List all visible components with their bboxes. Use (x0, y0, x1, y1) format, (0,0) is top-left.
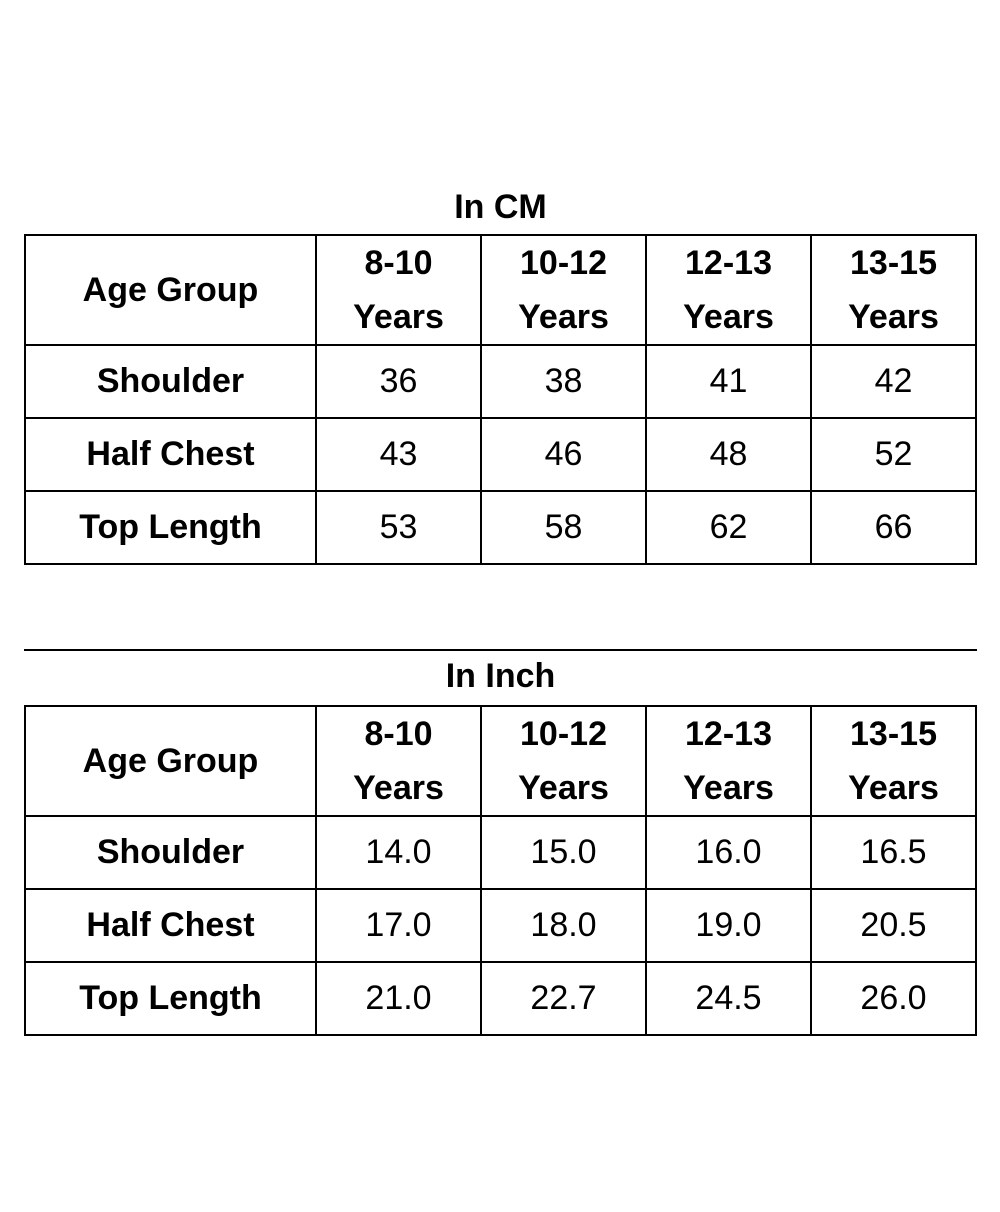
table-row: Shoulder 14.0 15.0 16.0 16.5 (24, 815, 977, 890)
table-caption: In Inch (24, 649, 977, 705)
table-row: Top Length 21.0 22.7 24.5 26.0 (24, 961, 977, 1036)
table-cell: 58 (480, 490, 647, 565)
table-cell: 46 (480, 417, 647, 492)
row-label: Half Chest (24, 888, 317, 963)
column-header: 12-13 Years (645, 234, 812, 346)
table-cell: 19.0 (645, 888, 812, 963)
table-cell: 17.0 (315, 888, 482, 963)
column-header: 13-15 Years (810, 705, 977, 817)
table-cell: 20.5 (810, 888, 977, 963)
column-header: 10-12 Years (480, 705, 647, 817)
table-row: Top Length 53 58 62 66 (24, 490, 977, 565)
corner-label: Age Group (24, 234, 317, 346)
column-header: 8-10 Years (315, 234, 482, 346)
column-header: 8-10 Years (315, 705, 482, 817)
row-label: Shoulder (24, 344, 317, 419)
table-cell: 21.0 (315, 961, 482, 1036)
table-cell: 52 (810, 417, 977, 492)
table-cell: 38 (480, 344, 647, 419)
row-label: Shoulder (24, 815, 317, 890)
table-cell: 15.0 (480, 815, 647, 890)
header-row: Age Group 8-10 Years 10-12 Years 12-13 Year… (24, 234, 977, 346)
table-cell: 26.0 (810, 961, 977, 1036)
size-table: Age Group 8-10 Years 10-12 Years 12-13 Year… (24, 705, 977, 1036)
row-label: Top Length (24, 961, 317, 1036)
row-label: Half Chest (24, 417, 317, 492)
table-caption: In CM (454, 188, 547, 226)
table-cell: 48 (645, 417, 812, 492)
table-cell: 62 (645, 490, 812, 565)
table-cell: 16.0 (645, 815, 812, 890)
size-table-inch: In Inch Age Group 8-10 Years 10-12 Years 1… (24, 649, 977, 1036)
table-cell: 18.0 (480, 888, 647, 963)
table-cell: 41 (645, 344, 812, 419)
table-cell: 14.0 (315, 815, 482, 890)
header-row: Age Group 8-10 Years 10-12 Years 12-13 Year… (24, 705, 977, 817)
row-label: Top Length (24, 490, 317, 565)
column-header: 13-15 Years (810, 234, 977, 346)
size-table: Age Group 8-10 Years 10-12 Years 12-13 Year… (24, 234, 977, 565)
table-cell: 24.5 (645, 961, 812, 1036)
column-header: 12-13 Years (645, 705, 812, 817)
table-cell: 16.5 (810, 815, 977, 890)
table-row: Half Chest 43 46 48 52 (24, 417, 977, 492)
table-cell: 36 (315, 344, 482, 419)
size-table-cm: In CM Age Group 8-10 Years 10-12 Years 12-… (24, 182, 977, 565)
table-row: Half Chest 17.0 18.0 19.0 20.5 (24, 888, 977, 963)
table-cell: 22.7 (480, 961, 647, 1036)
column-header: 10-12 Years (480, 234, 647, 346)
table-row: Shoulder 36 38 41 42 (24, 344, 977, 419)
table-cell: 42 (810, 344, 977, 419)
table-cell: 53 (315, 490, 482, 565)
corner-label: Age Group (24, 705, 317, 817)
table-cell: 66 (810, 490, 977, 565)
table-cell: 43 (315, 417, 482, 492)
